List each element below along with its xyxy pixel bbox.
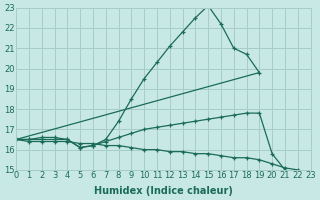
X-axis label: Humidex (Indice chaleur): Humidex (Indice chaleur) bbox=[94, 186, 233, 196]
